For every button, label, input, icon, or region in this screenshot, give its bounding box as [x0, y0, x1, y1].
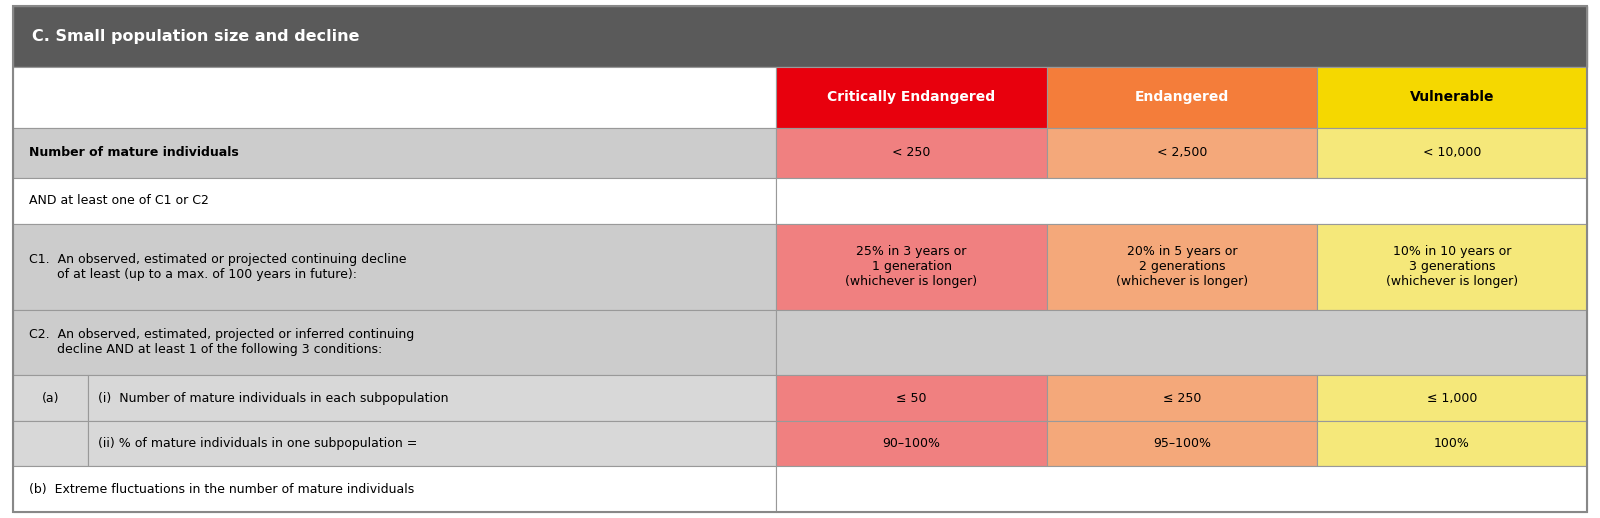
Text: (i)  Number of mature individuals in each subpopulation: (i) Number of mature individuals in each…: [98, 392, 448, 405]
Bar: [1317, 224, 1587, 310]
Text: 25% in 3 years or
1 generation
(whichever is longer): 25% in 3 years or 1 generation (whicheve…: [845, 245, 978, 288]
Text: 95–100%: 95–100%: [1152, 437, 1211, 450]
Bar: [13, 67, 776, 127]
Text: 90–100%: 90–100%: [883, 437, 941, 450]
Bar: [1317, 127, 1587, 178]
Bar: [776, 466, 1587, 512]
Text: ≤ 50: ≤ 50: [896, 392, 926, 405]
Text: ≤ 250: ≤ 250: [1163, 392, 1202, 405]
Text: Number of mature individuals: Number of mature individuals: [29, 146, 238, 160]
Text: (b)  Extreme fluctuations in the number of mature individuals: (b) Extreme fluctuations in the number o…: [29, 483, 414, 496]
Bar: [776, 310, 1587, 375]
Text: (a): (a): [42, 392, 59, 405]
Bar: [1046, 67, 1317, 127]
Bar: [776, 127, 1046, 178]
Bar: [13, 310, 776, 375]
Bar: [1317, 375, 1587, 421]
Bar: [1046, 421, 1317, 466]
Bar: [88, 421, 776, 466]
Bar: [1046, 224, 1317, 310]
Text: Vulnerable: Vulnerable: [1410, 90, 1494, 104]
Text: Critically Endangered: Critically Endangered: [827, 90, 995, 104]
Text: < 2,500: < 2,500: [1157, 146, 1206, 160]
Bar: [776, 224, 1046, 310]
Bar: [13, 6, 1587, 67]
Text: Endangered: Endangered: [1134, 90, 1229, 104]
Text: AND at least one of C1 or C2: AND at least one of C1 or C2: [29, 194, 208, 207]
Bar: [1046, 375, 1317, 421]
Text: 100%: 100%: [1434, 437, 1470, 450]
Text: < 250: < 250: [893, 146, 931, 160]
Text: 20% in 5 years or
2 generations
(whichever is longer): 20% in 5 years or 2 generations (whichev…: [1115, 245, 1248, 288]
Bar: [776, 421, 1046, 466]
Bar: [13, 421, 88, 466]
Bar: [776, 67, 1046, 127]
Text: C1.  An observed, estimated or projected continuing decline
       of at least (: C1. An observed, estimated or projected …: [29, 253, 406, 281]
Bar: [776, 375, 1046, 421]
Bar: [13, 466, 776, 512]
Bar: [1317, 421, 1587, 466]
Text: 10% in 10 years or
3 generations
(whichever is longer): 10% in 10 years or 3 generations (whiche…: [1386, 245, 1518, 288]
Bar: [1317, 67, 1587, 127]
Text: < 10,000: < 10,000: [1422, 146, 1482, 160]
Text: ≤ 1,000: ≤ 1,000: [1427, 392, 1477, 405]
Bar: [13, 127, 776, 178]
Text: C. Small population size and decline: C. Small population size and decline: [32, 29, 360, 44]
Bar: [776, 178, 1587, 224]
Bar: [13, 178, 776, 224]
Bar: [13, 224, 776, 310]
Text: (ii) % of mature individuals in one subpopulation =: (ii) % of mature individuals in one subp…: [98, 437, 418, 450]
Bar: [13, 375, 88, 421]
Bar: [88, 375, 776, 421]
Text: C2.  An observed, estimated, projected or inferred continuing
       decline AND: C2. An observed, estimated, projected or…: [29, 328, 414, 356]
Bar: [1046, 127, 1317, 178]
